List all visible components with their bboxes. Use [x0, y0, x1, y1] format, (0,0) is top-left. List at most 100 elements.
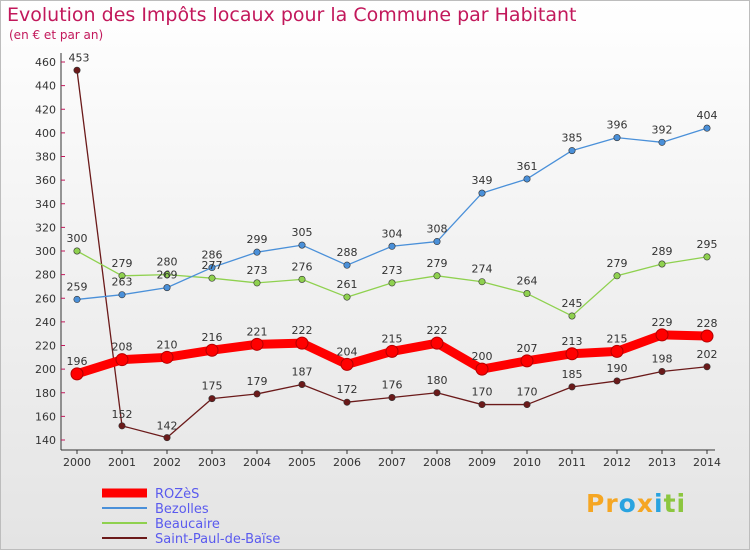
x-tick-label: 2007 — [378, 456, 406, 469]
data-label: 221 — [247, 325, 268, 338]
data-label: 259 — [67, 280, 88, 293]
data-point — [115, 353, 129, 367]
axes: 140 160 180 200 220 240 260 280 300 320 340 360 380 4… — [35, 53, 721, 469]
x-tick-label: 2003 — [198, 456, 226, 469]
data-point — [700, 329, 714, 343]
data-point — [520, 354, 534, 368]
x-tick-label: 2004 — [243, 456, 271, 469]
data-label: 176 — [382, 378, 403, 391]
data-point — [433, 272, 441, 280]
data-point — [568, 383, 576, 391]
data-point — [163, 284, 171, 292]
data-point — [523, 401, 531, 409]
chart-subtitle: (en € et par an) — [9, 28, 104, 42]
data-point — [430, 336, 444, 350]
data-label: 274 — [472, 263, 493, 276]
data-label: 289 — [652, 245, 673, 258]
data-label: 245 — [562, 297, 583, 310]
data-point — [613, 377, 621, 385]
data-point — [658, 260, 666, 268]
data-point — [568, 312, 576, 320]
data-label: 295 — [697, 238, 718, 251]
logo-letter: o — [618, 489, 637, 518]
data-label: 202 — [697, 348, 718, 361]
y-tick-label: 420 — [35, 103, 56, 116]
data-label: 261 — [337, 278, 358, 291]
data-label: 222 — [427, 324, 448, 337]
data-label: 263 — [112, 276, 133, 289]
data-point — [253, 248, 261, 256]
data-label: 276 — [292, 260, 313, 273]
data-point — [73, 295, 81, 303]
y-tick-label: 340 — [35, 198, 56, 211]
data-label: 385 — [562, 132, 583, 145]
data-label: 279 — [427, 257, 448, 270]
data-point — [70, 367, 84, 381]
data-point — [565, 347, 579, 361]
data-label: 279 — [607, 257, 628, 270]
data-point — [208, 274, 216, 282]
data-label: 180 — [427, 374, 448, 387]
data-point — [703, 124, 711, 132]
data-point — [340, 357, 354, 371]
value-labels: 196 208 210 216 221 222 204 215 222 200 207 213 215 2… — [67, 51, 718, 432]
data-label: 273 — [247, 264, 268, 277]
data-point — [163, 434, 171, 442]
x-tick-label: 2008 — [423, 456, 451, 469]
x-tick-label: 2010 — [513, 456, 541, 469]
data-label: 216 — [202, 331, 223, 344]
data-point — [295, 336, 309, 350]
legend-label: ROZèS — [155, 487, 199, 502]
y-tick-label: 200 — [35, 363, 56, 376]
data-label: 453 — [69, 51, 90, 64]
y-tick-label: 300 — [35, 245, 56, 258]
data-point — [250, 337, 264, 351]
data-point — [73, 66, 81, 74]
data-point — [118, 291, 126, 299]
x-tick-label: 2005 — [288, 456, 316, 469]
data-point — [523, 175, 531, 183]
logo-letter: i — [654, 489, 664, 518]
logo-letter: t — [663, 489, 677, 518]
data-label: 152 — [112, 408, 133, 421]
data-label: 269 — [157, 269, 178, 282]
data-label: 404 — [697, 109, 718, 122]
data-label: 361 — [517, 160, 538, 173]
data-point — [208, 264, 216, 272]
data-label: 279 — [112, 257, 133, 270]
data-point — [343, 261, 351, 269]
y-tick-label: 400 — [35, 127, 56, 140]
data-label: 170 — [472, 386, 493, 399]
series-3 — [73, 66, 711, 442]
series-1 — [73, 124, 711, 303]
y-tick-label: 360 — [35, 174, 56, 187]
logo-letter: x — [636, 489, 654, 518]
data-label: 213 — [562, 335, 583, 348]
data-point — [433, 238, 441, 246]
data-point — [343, 398, 351, 406]
data-point — [253, 279, 261, 287]
data-label: 229 — [652, 316, 673, 329]
data-label: 207 — [517, 342, 538, 355]
data-label: 304 — [382, 227, 403, 240]
data-point — [568, 147, 576, 155]
series-2 — [73, 247, 711, 320]
logo-letter: P — [586, 489, 606, 518]
data-point — [73, 247, 81, 255]
data-point — [703, 253, 711, 261]
data-point — [298, 275, 306, 283]
y-tick-label: 180 — [35, 387, 56, 400]
data-label: 264 — [517, 275, 538, 288]
data-label: 288 — [337, 246, 358, 259]
y-tick-label: 440 — [35, 80, 56, 93]
data-label: 396 — [607, 119, 628, 132]
x-tick-label: 2013 — [648, 456, 676, 469]
data-point — [613, 272, 621, 280]
x-tick-label: 2001 — [108, 456, 136, 469]
data-label: 273 — [382, 264, 403, 277]
y-tick-label: 280 — [35, 269, 56, 282]
data-label: 277 — [202, 259, 223, 272]
data-point — [163, 271, 171, 279]
x-tick-label: 2006 — [333, 456, 361, 469]
data-label: 187 — [292, 365, 313, 378]
